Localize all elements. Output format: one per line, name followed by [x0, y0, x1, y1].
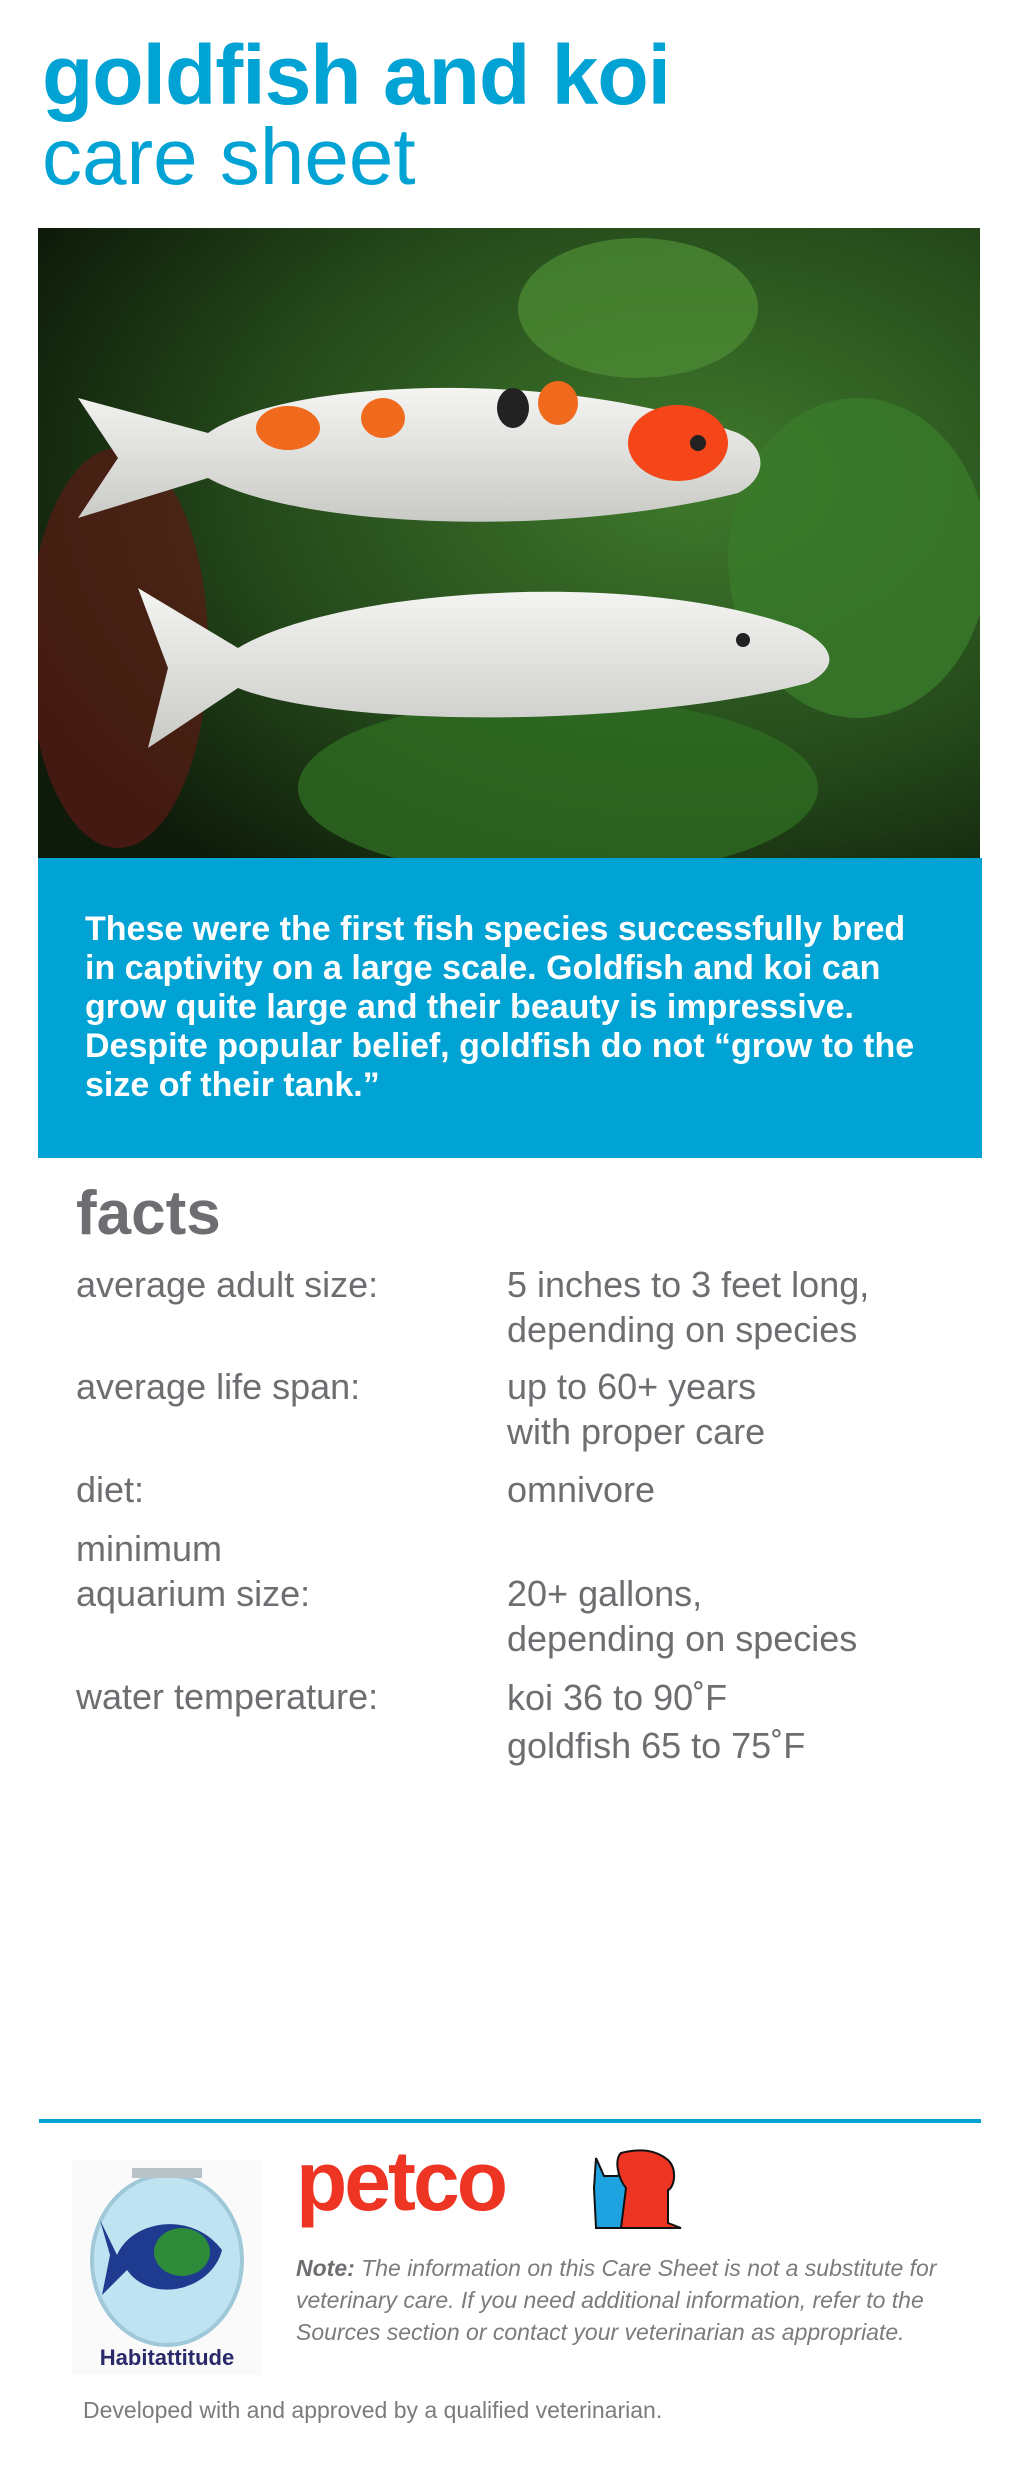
svg-text:petco: petco: [296, 2148, 506, 2228]
fact-value: koi 36 to 90˚F goldfish 65 to 75˚F: [507, 1677, 806, 1766]
fact-value: 5 inches to 3 feet long, depending on sp…: [507, 1264, 870, 1350]
disclaimer-note: Note: The information on this Care Sheet…: [296, 2252, 956, 2348]
intro-text: These were the first fish species succes…: [38, 858, 982, 1158]
fact-value: omnivore: [507, 1469, 656, 1510]
fact-label: minimum aquarium size:: [76, 1528, 311, 1614]
petco-logo: petco: [296, 2134, 686, 2238]
fact-value: up to 60+ years with proper care: [507, 1366, 766, 1452]
koi-photo: [38, 228, 980, 858]
fact-label: average adult size:: [76, 1264, 379, 1305]
title-line-1: goldfish and koi: [42, 28, 671, 122]
svg-text:Habitattitude: Habitattitude: [100, 2345, 234, 2370]
note-label: Note:: [296, 2255, 355, 2281]
habitattitude-logo: Habitattitude: [72, 2160, 262, 2375]
fact-label: diet:: [76, 1469, 145, 1510]
facts-heading: facts: [76, 1179, 221, 1248]
fact-label: water temperature:: [76, 1676, 379, 1717]
title-line-2: care sheet: [42, 112, 416, 201]
developed-by-statement: Developed with and approved by a qualifi…: [83, 2397, 663, 2423]
footer-divider: [39, 2119, 981, 2123]
note-text: The information on this Care Sheet is no…: [296, 2255, 937, 2345]
fact-label: average life span:: [76, 1366, 361, 1407]
fact-value: 20+ gallons, depending on species: [507, 1573, 858, 1659]
